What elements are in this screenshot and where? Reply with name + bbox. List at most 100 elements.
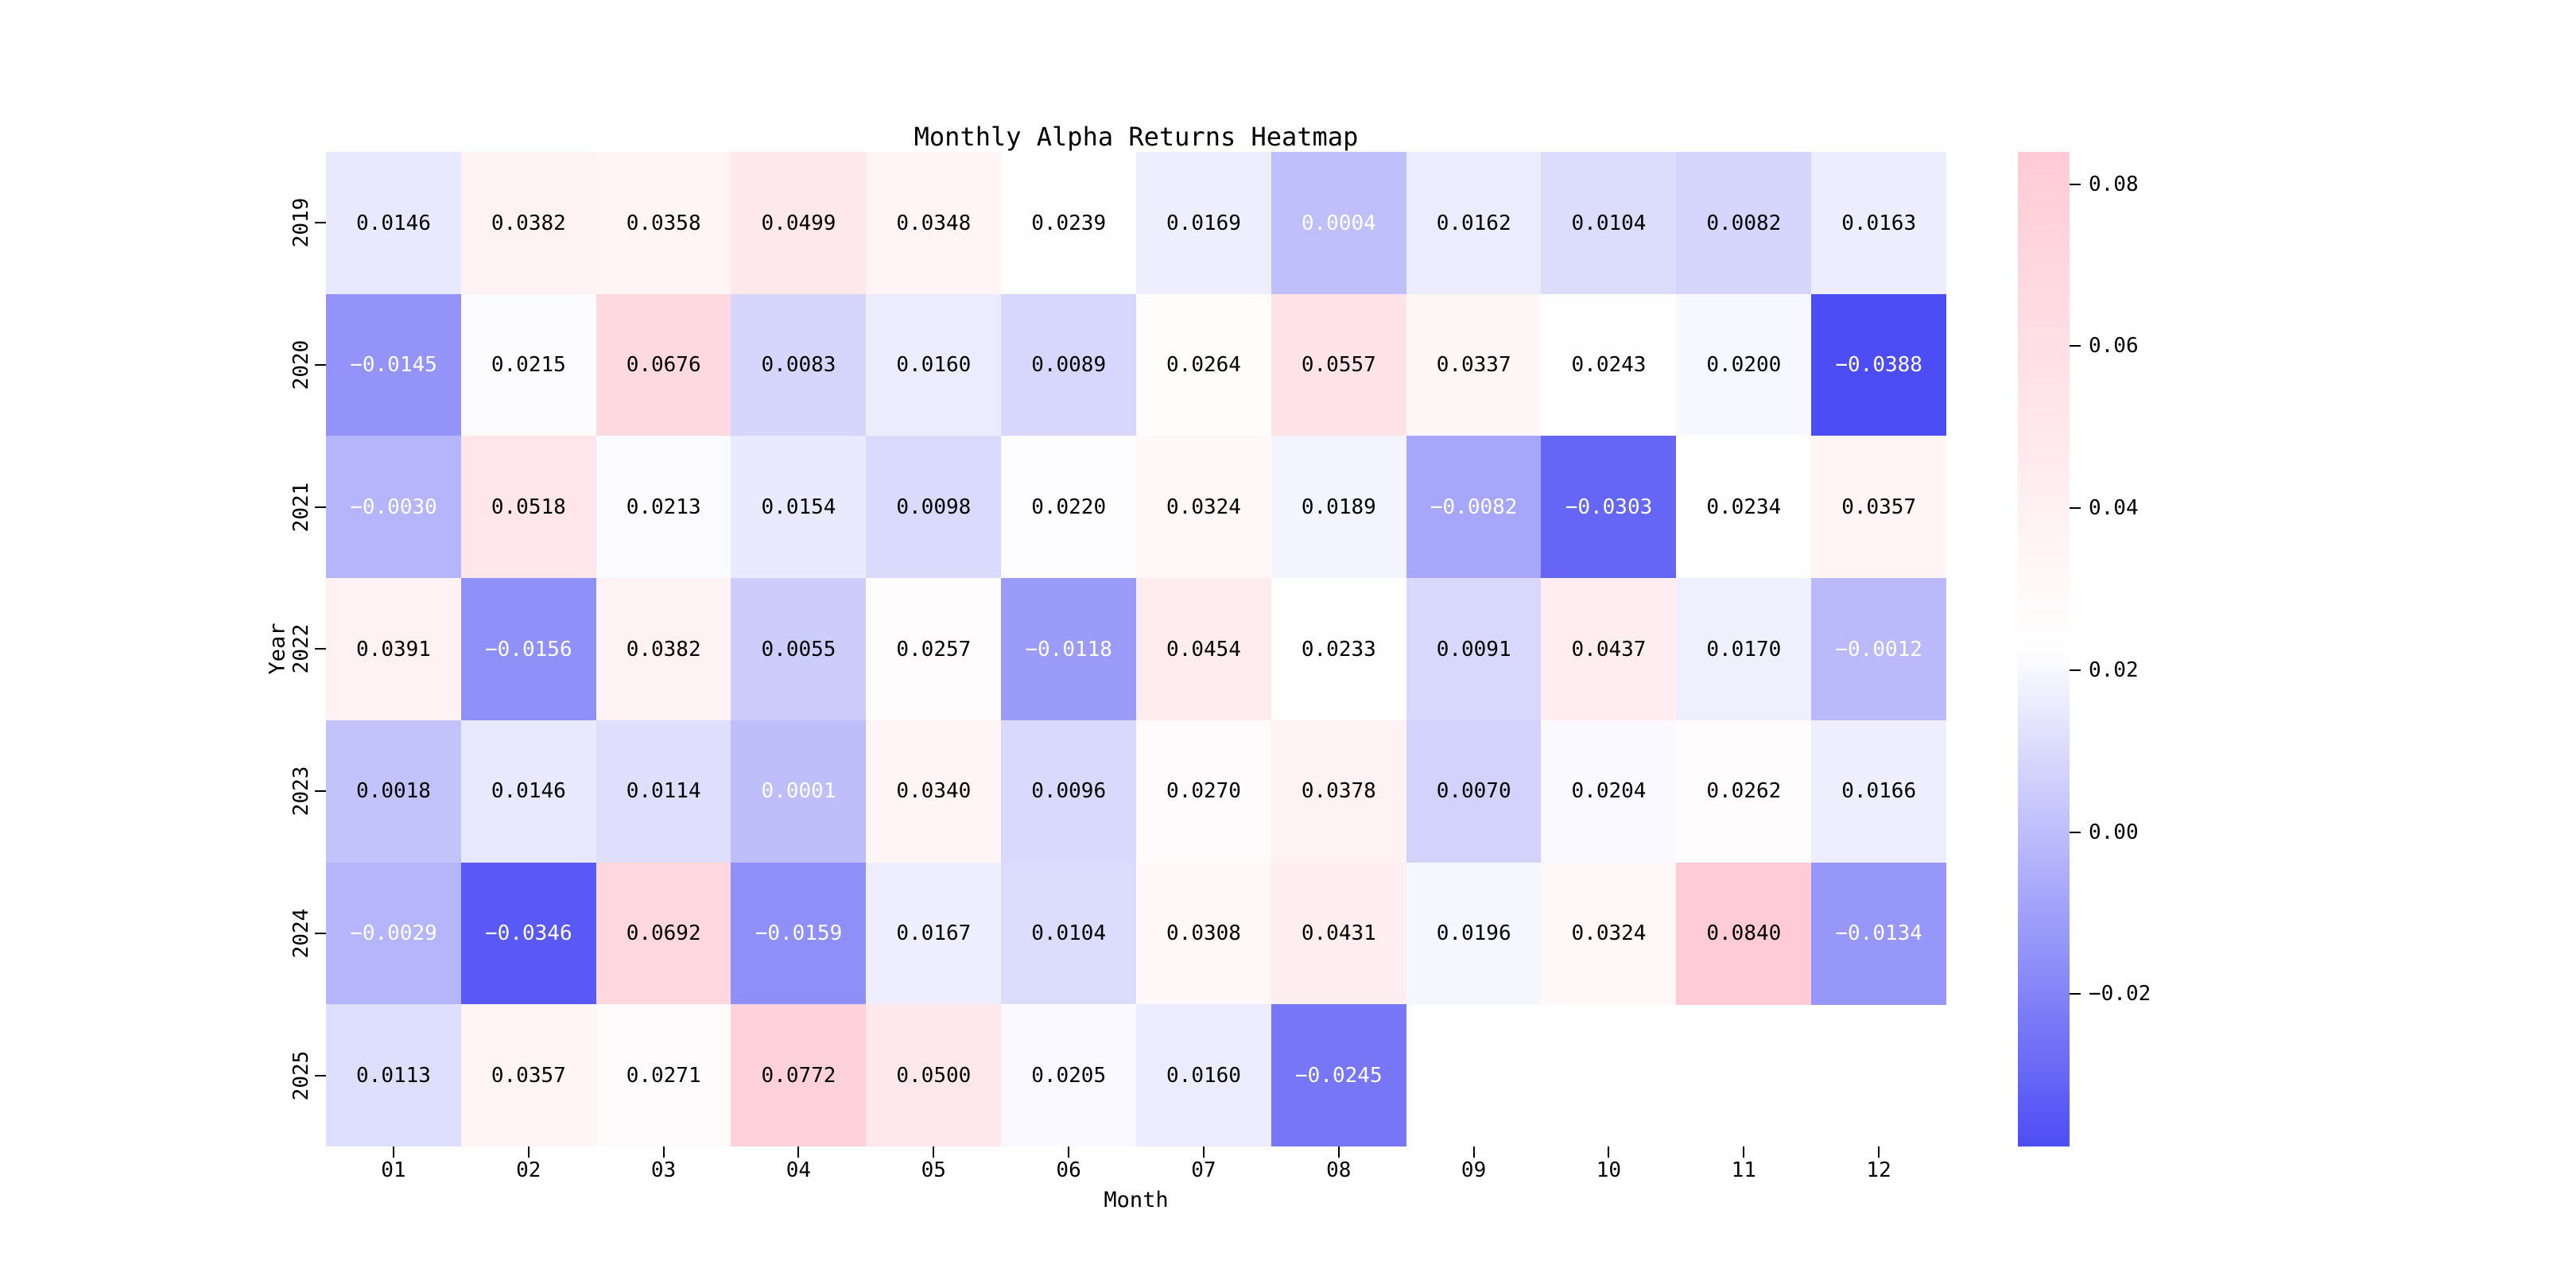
x-tick [933, 1146, 935, 1158]
x-tick [1472, 1146, 1475, 1158]
x-tick-label: 12 [1866, 1158, 1891, 1182]
heatmap-cell: 0.0146 [326, 152, 461, 294]
heatmap-cell: 0.0382 [460, 152, 596, 294]
heatmap-cell: 0.0692 [596, 862, 731, 1005]
heatmap-cell: 0.0098 [866, 436, 1002, 579]
heatmap-cell: 0.0089 [1001, 293, 1137, 436]
x-tick [1608, 1146, 1610, 1158]
x-tick-label: 07 [1191, 1158, 1216, 1182]
colorbar-tick [2070, 345, 2081, 347]
x-tick-label: 08 [1326, 1158, 1352, 1182]
heatmap-cell: 0.0308 [1135, 862, 1271, 1005]
x-tick-label: 06 [1056, 1158, 1081, 1182]
heatmap-cell: 0.0189 [1271, 436, 1406, 579]
heatmap-cell: −0.0012 [1811, 578, 1947, 721]
heatmap-cell: 0.0169 [1135, 152, 1271, 294]
y-tick [315, 1074, 326, 1077]
heatmap-cell: 0.0431 [1271, 862, 1406, 1005]
heatmap-cell: 0.0001 [731, 720, 867, 863]
y-tick [315, 364, 326, 367]
heatmap-cell: 0.0243 [1541, 293, 1677, 436]
colorbar-tick [2070, 993, 2081, 995]
x-tick-label: 09 [1461, 1158, 1487, 1182]
heatmap-cell: 0.0113 [326, 1004, 461, 1147]
y-axis-label: Year [265, 623, 290, 675]
y-tick-label: 2025 [289, 1050, 313, 1100]
colorbar-tick-label: 0.02 [2089, 658, 2139, 682]
heatmap-cell: 0.0437 [1541, 578, 1677, 721]
heatmap-cell: 0.0270 [1135, 720, 1271, 863]
colorbar-tick-label: 0.00 [2089, 820, 2139, 844]
heatmap-cell: −0.0346 [460, 862, 596, 1005]
heatmap-cell: −0.0388 [1811, 293, 1947, 436]
x-tick [662, 1146, 665, 1158]
colorbar-tick [2070, 669, 2081, 671]
heatmap-cell: 0.0340 [866, 720, 1002, 863]
colorbar-gradient [2018, 152, 2070, 1146]
heatmap-cell: 0.0146 [460, 720, 596, 863]
heatmap-cell: 0.0324 [1135, 436, 1271, 579]
x-tick [1068, 1146, 1070, 1158]
heatmap-cell: −0.0159 [731, 862, 867, 1005]
heatmap-cell: −0.0145 [326, 293, 461, 436]
heatmap-cell: 0.0170 [1676, 578, 1812, 721]
y-tick-label: 2020 [289, 339, 313, 390]
x-tick [1878, 1146, 1880, 1158]
y-tick [315, 790, 326, 793]
heatmap-cell: 0.0500 [866, 1004, 1002, 1147]
y-tick-label: 2021 [289, 482, 313, 533]
heatmap-cell: 0.0454 [1135, 578, 1271, 721]
x-tick-label: 05 [921, 1158, 946, 1182]
heatmap-cell: −0.0082 [1406, 436, 1542, 579]
y-tick-label: 2022 [289, 624, 313, 674]
heatmap-cell: 0.0772 [731, 1004, 867, 1147]
heatmap-cell: −0.0118 [1001, 578, 1137, 721]
heatmap-cell: 0.0205 [1001, 1004, 1137, 1147]
heatmap-cell: 0.0055 [731, 578, 867, 721]
heatmap-cell: 0.0154 [731, 436, 867, 579]
x-tick [1743, 1146, 1745, 1158]
heatmap-cell: 0.0200 [1676, 293, 1812, 436]
heatmap-cell: −0.0156 [460, 578, 596, 721]
x-tick-label: 11 [1731, 1158, 1756, 1182]
colorbar-tick [2070, 183, 2081, 185]
y-tick [315, 648, 326, 650]
x-tick-label: 03 [650, 1158, 677, 1182]
heatmap-cell: 0.0382 [596, 578, 731, 721]
heatmap-cell: 0.0166 [1811, 720, 1947, 863]
heatmap-cell: 0.0262 [1676, 720, 1812, 863]
heatmap-cell: 0.0083 [731, 293, 867, 436]
chart-title: Monthly Alpha Returns Heatmap [914, 122, 1359, 152]
heatmap-cell: −0.0134 [1811, 862, 1947, 1005]
heatmap-cell: 0.0091 [1406, 578, 1542, 721]
heatmap-cell: 0.0104 [1001, 862, 1137, 1005]
heatmap-cell: 0.0357 [460, 1004, 596, 1147]
heatmap-cell: 0.0220 [1001, 436, 1137, 579]
heatmap-cell: 0.0324 [1541, 862, 1677, 1005]
x-tick [1337, 1146, 1340, 1158]
x-tick [797, 1146, 800, 1158]
colorbar-tick [2070, 831, 2081, 833]
heatmap-cell: 0.0163 [1811, 152, 1947, 294]
colorbar-tick-label: 0.04 [2089, 496, 2139, 521]
heatmap-cell: 0.0499 [731, 152, 867, 294]
y-tick [315, 222, 326, 224]
x-axis-label: Month [1104, 1188, 1169, 1212]
x-tick [1202, 1146, 1205, 1158]
y-tick [315, 932, 326, 934]
x-tick-label: 04 [786, 1158, 812, 1182]
heatmap-cell: 0.0196 [1406, 862, 1542, 1005]
heatmap-cell: 0.0162 [1406, 152, 1542, 294]
x-tick-label: 02 [516, 1158, 541, 1182]
heatmap-cell: −0.0030 [326, 436, 461, 579]
y-tick-label: 2024 [289, 908, 313, 959]
y-tick-label: 2023 [289, 766, 313, 817]
y-tick-label: 2019 [289, 198, 313, 248]
heatmap-cell: −0.0029 [326, 862, 461, 1005]
heatmap-cell: −0.0303 [1541, 436, 1677, 579]
heatmap-cell: 0.0160 [866, 293, 1002, 436]
heatmap-cell: 0.0271 [596, 1004, 731, 1147]
x-tick [527, 1146, 530, 1158]
heatmap-cell: 0.0215 [460, 293, 596, 436]
heatmap-cell: −0.0245 [1271, 1004, 1406, 1147]
